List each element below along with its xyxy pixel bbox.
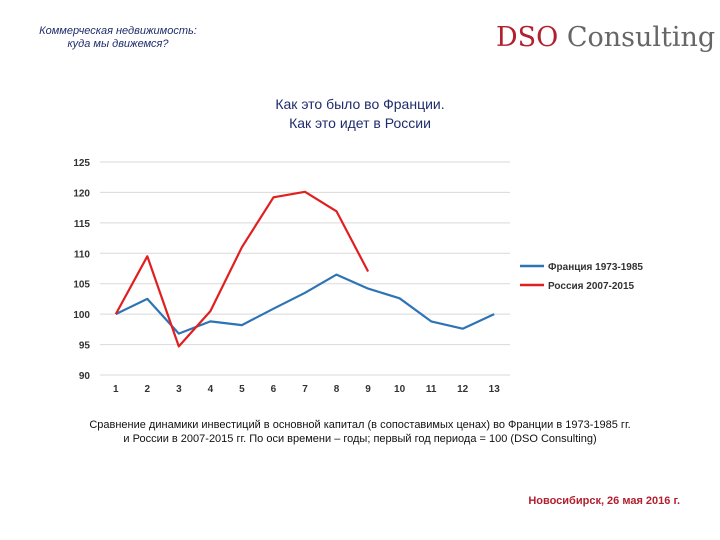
y-tick-label: 120 <box>73 188 90 199</box>
chart-caption: Сравнение динамики инвестиций в основной… <box>22 418 698 446</box>
x-tick-label: 13 <box>489 384 501 395</box>
x-tick-label: 10 <box>394 384 406 395</box>
y-tick-label: 95 <box>79 341 91 352</box>
x-tick-label: 9 <box>365 384 371 395</box>
logo-part-2: Consulting <box>566 22 716 53</box>
y-tick-label: 100 <box>73 310 90 321</box>
x-tick-label: 8 <box>334 384 340 395</box>
header-line-1: Коммерческая недвижимость: <box>39 25 197 37</box>
dso-consulting-logo: DSO Consulting <box>496 20 715 56</box>
chart-title: Как это было во Франции. Как это идет в … <box>200 95 520 133</box>
x-tick-label: 4 <box>208 384 214 395</box>
y-tick-label: 125 <box>73 158 90 169</box>
y-tick-label: 105 <box>73 280 90 291</box>
y-tick-label: 115 <box>74 219 91 230</box>
x-tick-label: 12 <box>457 384 469 395</box>
x-tick-label: 11 <box>426 384 437 395</box>
x-tick-label: 1 <box>113 384 119 395</box>
x-tick-label: 2 <box>145 384 151 395</box>
x-tick-label: 5 <box>239 384 245 395</box>
series-line-2 <box>114 190 370 348</box>
caption-line-1: Сравнение динамики инвестиций в основной… <box>89 419 631 431</box>
x-tick-label: 6 <box>271 384 277 395</box>
x-tick-label: 3 <box>176 384 182 395</box>
header-line-2: куда мы движемся? <box>67 38 169 50</box>
legend-label: Франция 1973-1985 <box>548 262 643 273</box>
title-line-2: Как это идет в России <box>289 115 431 131</box>
presentation-header: Коммерческая недвижимость: куда мы движе… <box>18 25 218 51</box>
y-tick-label: 90 <box>79 371 91 382</box>
caption-line-2: и России в 2007-2015 гг. По оси времени … <box>123 433 597 445</box>
footer-date: Новосибирск, 26 мая 2016 г. <box>528 495 680 507</box>
y-tick-label: 110 <box>74 249 91 260</box>
title-line-1: Как это было во Франции. <box>275 96 445 112</box>
logo-part-1: DSO <box>496 22 559 53</box>
x-tick-label: 7 <box>302 384 308 395</box>
series-line-1 <box>115 273 495 335</box>
legend-label: Россия 2007-2015 <box>548 281 635 292</box>
